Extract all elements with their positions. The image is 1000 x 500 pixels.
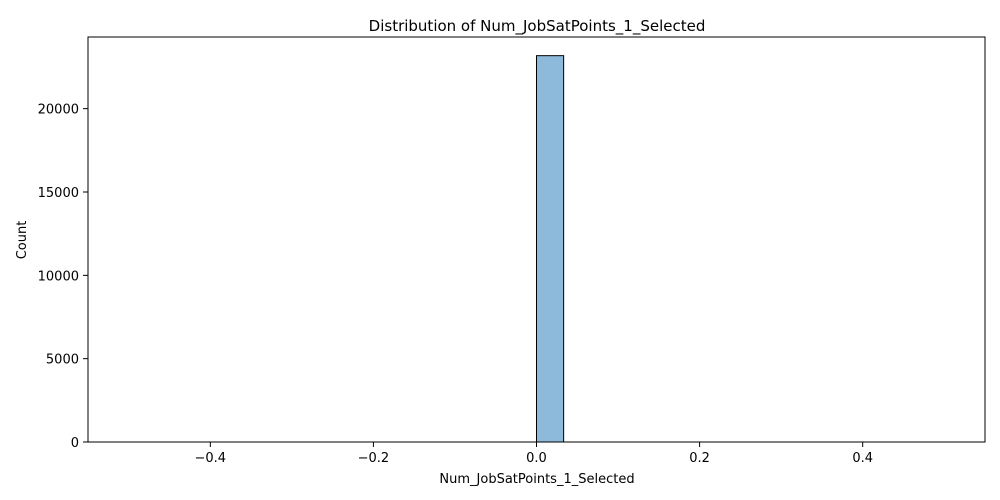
chart-title: Distribution of Num_JobSatPoints_1_Selec… xyxy=(369,17,706,36)
y-tick-label: 20000 xyxy=(38,103,79,118)
y-axis-label: Count xyxy=(15,221,30,260)
y-tick-label: 5000 xyxy=(46,353,79,368)
x-tick-label: −0.2 xyxy=(358,451,390,466)
histogram-bar-0 xyxy=(536,55,565,443)
x-tick-label: 0.0 xyxy=(526,451,547,466)
x-tick-label: −0.4 xyxy=(195,451,227,466)
x-axis-label: Num_JobSatPoints_1_Selected xyxy=(439,472,634,487)
y-tick-label: 10000 xyxy=(38,269,79,284)
y-tick-label: 15000 xyxy=(38,186,79,201)
plot-area: −0.4 −0.2 0.0 0.2 0.4 0 5000 10000 15000 20000 xyxy=(38,36,986,466)
x-tick-label: 0.4 xyxy=(852,451,873,466)
x-tick-label: 0.2 xyxy=(689,451,710,466)
y-tick-label: 0 xyxy=(71,436,79,451)
